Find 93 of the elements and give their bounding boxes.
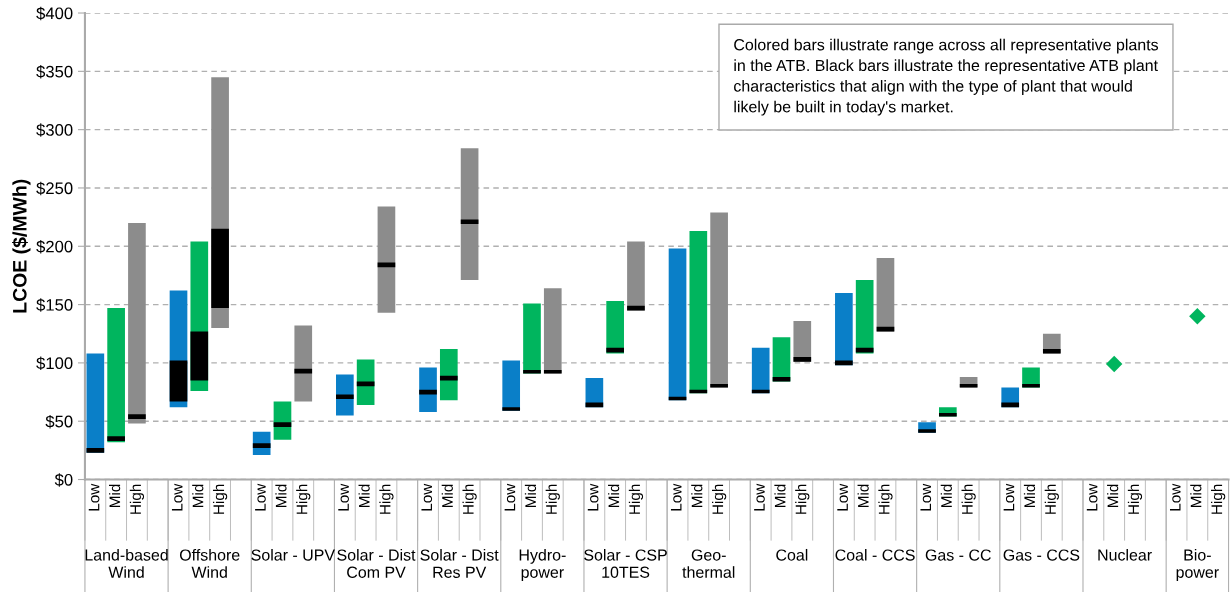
- text: Bio- power: [1176, 548, 1219, 582]
- bar: [356, 359, 375, 405]
- bar: [502, 407, 521, 411]
- bar: [128, 222, 146, 424]
- y-tick-label: $300: [36, 123, 73, 137]
- x-tick-label: High: [1127, 484, 1143, 514]
- bar: [939, 413, 957, 417]
- x-tick-label: Low: [1003, 483, 1015, 511]
- x-tick-label: High: [296, 484, 311, 514]
- y-tick-label: $350: [36, 65, 73, 79]
- x-tick-label: Low: [255, 483, 266, 511]
- bar: [252, 443, 271, 449]
- x-tick-label: Mid: [441, 484, 453, 508]
- x-tick-label: Mid: [691, 484, 703, 508]
- y-tick-label: $250: [36, 181, 73, 196]
- x-tick-label: High: [212, 484, 228, 514]
- bar: [128, 414, 146, 419]
- x-tick-label: Low: [754, 483, 765, 511]
- bar: [772, 376, 791, 382]
- text: Gas - CCS: [1003, 549, 1080, 561]
- x-tick-label: Mid: [358, 484, 370, 508]
- x-tick-label: Mid: [940, 484, 952, 508]
- text: Coal - CCS: [835, 548, 915, 561]
- y-tick-label: $100: [36, 356, 73, 371]
- x-tick-label: Mid: [109, 484, 121, 508]
- bar: [190, 331, 209, 381]
- bar: [793, 357, 812, 362]
- y-tick-label: $50: [45, 414, 73, 429]
- x-tick-label: High: [379, 484, 394, 514]
- x-tick-label: High: [712, 484, 727, 514]
- text: Offshore Wind: [179, 548, 240, 578]
- text: Solar - UPV: [251, 548, 335, 561]
- x-tick-label: Low: [587, 483, 599, 511]
- bar: [439, 348, 458, 401]
- text: Solar - Dist Res PV: [420, 548, 499, 578]
- text: Gas - CC: [925, 549, 991, 561]
- x-tick-label: Mid: [524, 484, 537, 508]
- text: Solar - Dist Com PV: [337, 548, 416, 578]
- x-tick-label: Low: [837, 483, 848, 511]
- bar: [86, 448, 105, 453]
- bar: [294, 325, 313, 402]
- bar: [918, 429, 936, 433]
- bar: [460, 148, 479, 281]
- x-tick-label: Low: [88, 483, 100, 511]
- y-tick-label: $200: [36, 239, 73, 254]
- x-tick-label: Low: [504, 483, 516, 511]
- x-tick-label: High: [878, 484, 893, 514]
- x-tick-label: High: [961, 484, 976, 514]
- x-tick-label: Mid: [608, 484, 620, 508]
- x-tick-label: Low: [338, 483, 349, 511]
- bar: [460, 219, 479, 225]
- x-tick-label: High: [462, 484, 477, 514]
- text: Coal: [776, 548, 808, 561]
- text: Solar - CSP 10TES: [584, 548, 667, 578]
- bar: [606, 301, 624, 354]
- x-tick-label: Mid: [192, 484, 204, 508]
- text: Nuclear: [1098, 548, 1152, 561]
- y-tick-label: $400: [36, 6, 73, 21]
- text: Geo- thermal: [682, 549, 735, 578]
- text: Land-based Wind: [85, 548, 168, 578]
- y-tick-label: $0: [54, 473, 73, 487]
- x-tick-label: High: [1044, 484, 1059, 514]
- x-tick-label: Mid: [774, 484, 786, 508]
- text: Hydro- power: [519, 548, 566, 582]
- x-tick-label: Mid: [1107, 484, 1119, 508]
- x-tick-label: High: [129, 484, 145, 514]
- x-tick-label: Mid: [857, 484, 869, 508]
- bar: [211, 228, 229, 309]
- x-tick-label: Low: [421, 483, 433, 511]
- x-tick-label: Low: [1086, 483, 1098, 511]
- y-tick-label: $150: [36, 298, 73, 312]
- x-tick-label: High: [795, 484, 810, 514]
- x-tick-label: Low: [670, 483, 682, 511]
- bar: [107, 308, 125, 443]
- x-tick-label: Low: [171, 483, 183, 511]
- x-tick-label: Mid: [1023, 484, 1036, 508]
- bar: [169, 360, 188, 402]
- x-tick-label: Low: [1170, 483, 1181, 511]
- x-tick-label: Mid: [275, 484, 287, 508]
- x-tick-label: Mid: [1190, 484, 1202, 508]
- bar: [1042, 348, 1061, 354]
- bar: [273, 422, 292, 428]
- bar: [107, 436, 125, 442]
- x-tick-label: High: [628, 484, 644, 514]
- y-axis-title: LCOE ($/MWh): [12, 179, 31, 313]
- bar: [336, 394, 354, 400]
- annotation: Colored bars illustrate range across all representative plants in the ATB. Black bars illustrate the representative ATB plant characteristics that align with the type of plant that would likely be built in today's market.: [734, 38, 1159, 116]
- x-tick-label: Low: [920, 483, 932, 511]
- bar: [419, 367, 437, 412]
- x-tick-label: High: [545, 484, 560, 514]
- bar: [377, 206, 396, 313]
- x-tick-label: High: [1211, 484, 1226, 514]
- bar: [855, 280, 874, 354]
